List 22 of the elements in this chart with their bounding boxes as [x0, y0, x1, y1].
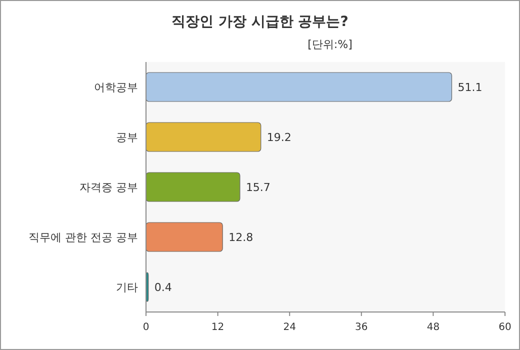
data-label: 19.2	[266, 131, 292, 144]
x-tick-label: 24	[283, 322, 296, 333]
bar	[146, 172, 240, 202]
chart-title: 직장인 가장 시급한 공부는?	[172, 14, 348, 30]
y-tick-label: 어학공부	[94, 81, 138, 94]
x-tick-label: 60	[498, 322, 512, 333]
bar	[146, 222, 223, 252]
x-tick-label: 0	[142, 322, 150, 333]
bar	[146, 72, 452, 102]
chart-subtitle: [단위:%]	[308, 38, 352, 51]
x-tick-label: 12	[211, 322, 224, 333]
y-tick-label: 직무에 관한 전공 공부	[28, 231, 138, 244]
bar	[146, 122, 262, 152]
y-tick-label: 자격증 공부	[80, 181, 138, 194]
y-tick-label: 공부	[116, 131, 138, 144]
data-label: 51.1	[458, 81, 482, 94]
x-tick-label: 36	[355, 322, 368, 333]
x-tick-label: 48	[426, 322, 440, 333]
y-tick-label: 기타	[116, 281, 138, 294]
data-label: 12.8	[228, 231, 254, 244]
data-label: 0.4	[154, 281, 172, 294]
data-label: 15.7	[246, 181, 270, 194]
